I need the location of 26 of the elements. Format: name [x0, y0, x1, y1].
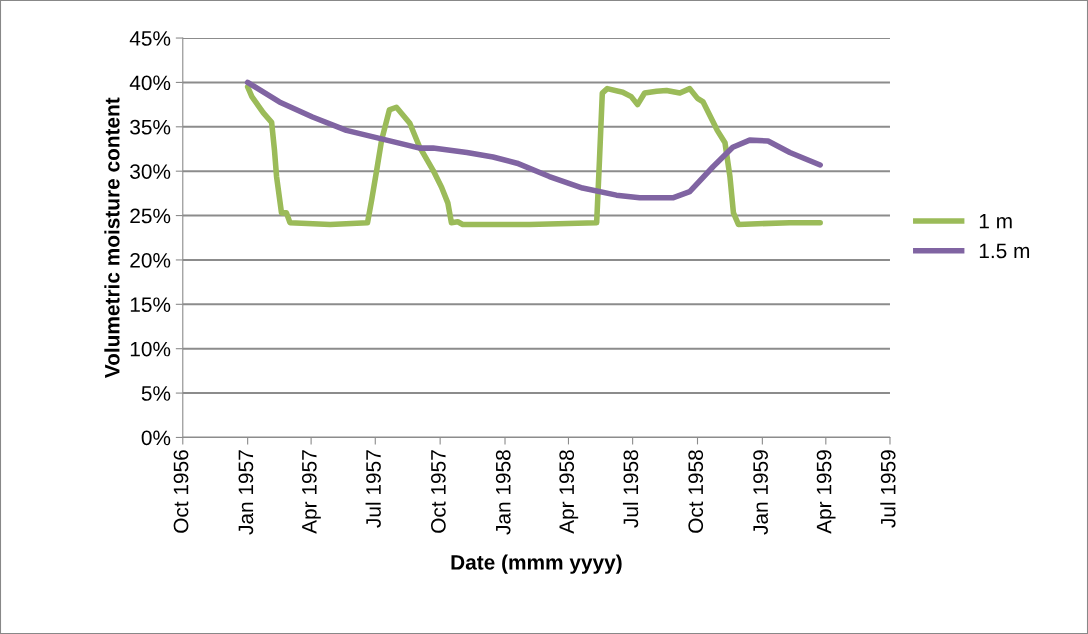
y-tick-label: 25%	[130, 208, 171, 224]
y-tick-label: 5%	[141, 386, 171, 401]
y-tick-label: 30%	[130, 164, 171, 179]
y-tick-label: 20%	[130, 252, 171, 268]
x-tick-label: Apr 1957	[301, 450, 321, 534]
y-tick-label: 45%	[129, 31, 171, 46]
x-tick-label: Apr 1959	[816, 450, 836, 534]
x-tick-label: Oct 1958	[688, 450, 704, 533]
x-tick-label: Oct 1956	[173, 450, 189, 533]
x-tick-label: Jan 1957	[238, 450, 254, 535]
y-tick-label: 15%	[130, 297, 171, 313]
x-tick-label: Jul 1958	[622, 450, 639, 528]
y-tick-label: 0%	[141, 430, 171, 446]
x-axis-title: Date (mmm yyyy)	[451, 554, 622, 574]
x-tick-label: Apr 1958	[559, 450, 579, 534]
y-tick-label: 35%	[130, 119, 171, 135]
y-tick-label: 10%	[130, 341, 171, 357]
y-tick-label: 40%	[129, 75, 171, 91]
x-tick-label: Jan 1959	[753, 450, 768, 535]
x-tick-label: Jul 1957	[365, 450, 381, 528]
x-tick-label: Jan 1958	[495, 450, 511, 535]
x-tick-label: Oct 1957	[430, 450, 446, 533]
x-tick-label: Jul 1959	[880, 450, 896, 528]
legend-label: 1.5 m	[979, 243, 1030, 259]
legend-label: 1 m	[979, 213, 1012, 229]
y-axis-title: Volumetric moisture content	[104, 97, 120, 379]
